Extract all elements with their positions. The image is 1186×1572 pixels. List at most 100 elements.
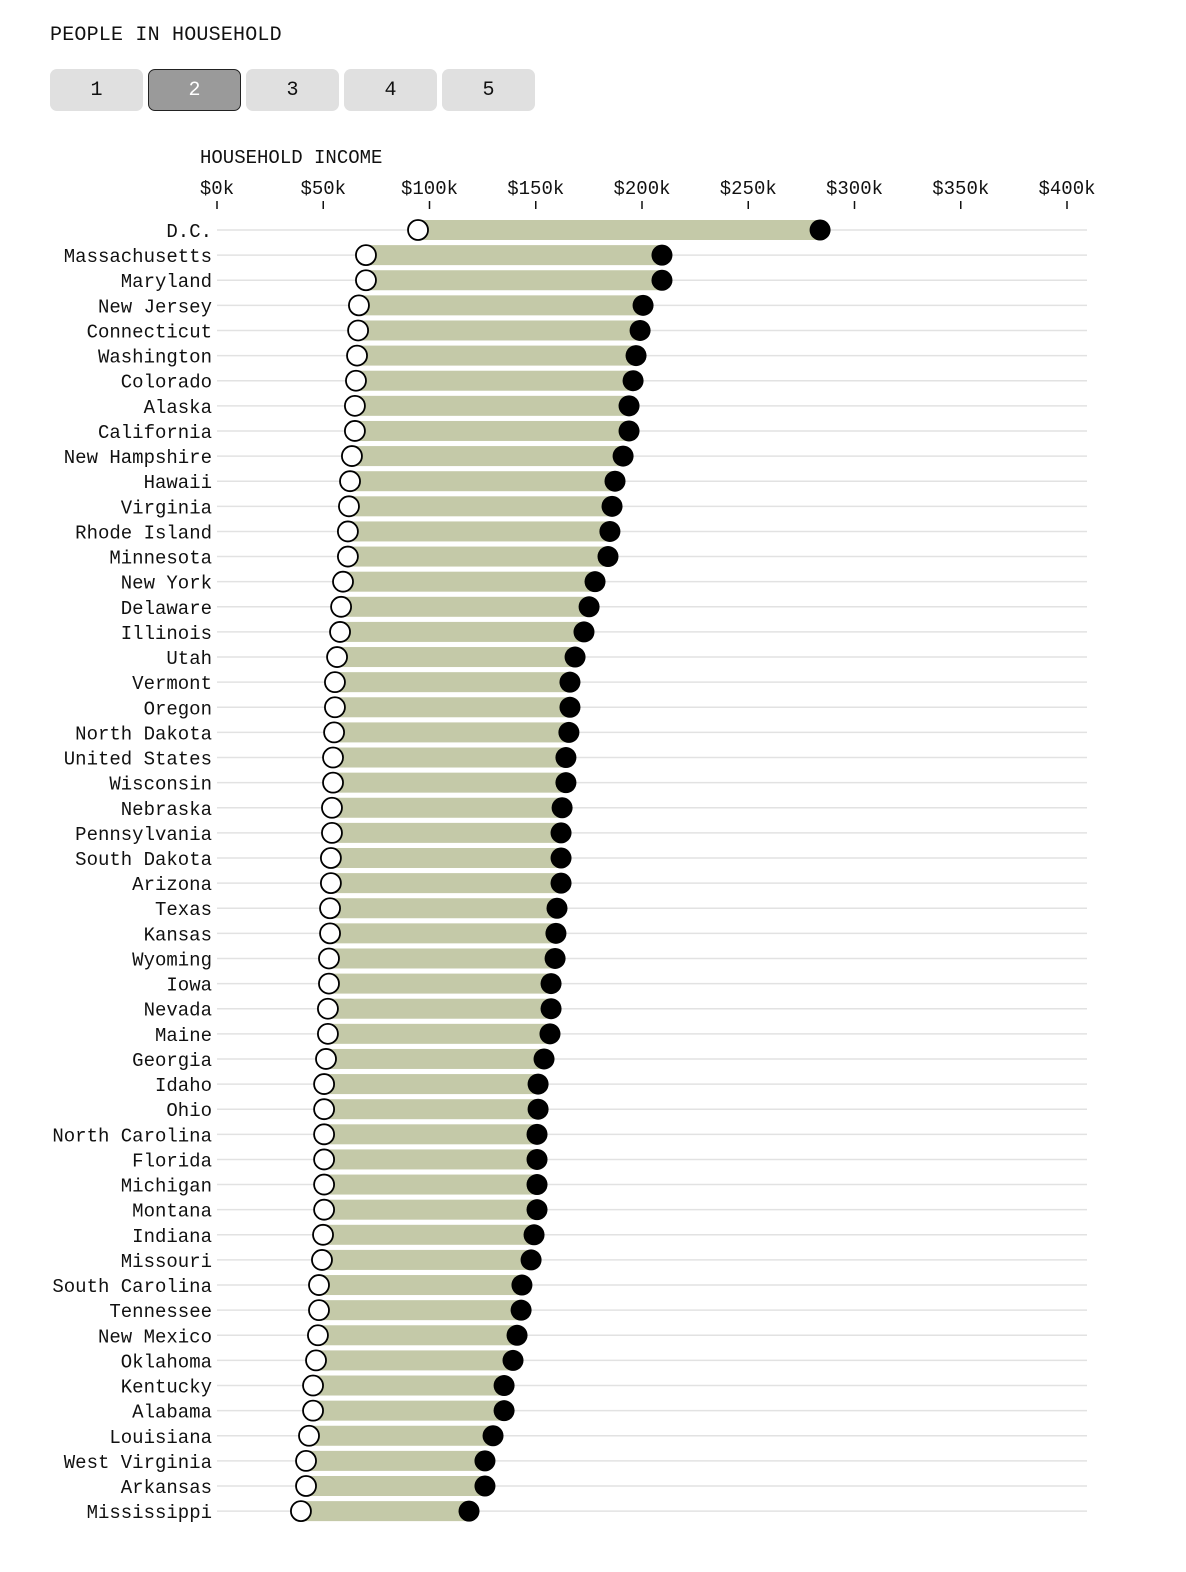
low-marker — [355, 244, 377, 267]
range-bar — [347, 521, 610, 542]
high-marker — [482, 1425, 504, 1447]
range-bar — [341, 596, 590, 617]
high-marker — [559, 696, 581, 718]
row-label: Alaska — [144, 397, 212, 419]
high-marker — [546, 897, 568, 919]
low-marker — [355, 269, 377, 292]
low-marker — [319, 922, 341, 945]
range-bar — [334, 697, 570, 718]
row-label: Nevada — [144, 1000, 212, 1022]
x-tick-label: $300k — [826, 178, 883, 200]
low-marker — [322, 746, 344, 769]
range-bar — [319, 1275, 522, 1296]
high-marker — [622, 370, 644, 392]
x-tick-label: $0k — [200, 178, 234, 200]
tab-1[interactable]: 1 — [50, 69, 143, 111]
low-marker — [321, 796, 343, 819]
row-label: Minnesota — [109, 548, 212, 570]
range-bar — [331, 822, 562, 843]
row-label: Washington — [98, 347, 212, 369]
row-label: West Virginia — [64, 1452, 212, 1474]
range-bar — [355, 370, 634, 391]
range-bar — [327, 1023, 550, 1044]
low-marker — [347, 319, 370, 342]
low-marker — [313, 1073, 336, 1095]
high-marker — [527, 1073, 549, 1095]
low-marker — [295, 1475, 317, 1497]
high-marker — [604, 470, 626, 492]
range-bar — [330, 848, 562, 868]
row-label: Maryland — [121, 271, 212, 293]
low-marker — [332, 570, 354, 593]
high-marker — [511, 1274, 533, 1296]
range-bar — [313, 1375, 505, 1396]
row-label: Tennessee — [109, 1301, 212, 1323]
range-bar — [300, 1501, 470, 1522]
household-size-tabs: 1 2 3 4 5 — [50, 69, 535, 111]
low-marker — [319, 872, 342, 895]
low-marker — [313, 1098, 336, 1121]
low-marker — [298, 1424, 320, 1447]
low-marker — [318, 947, 340, 970]
row-label: California — [98, 422, 212, 444]
high-marker — [527, 1098, 549, 1120]
range-bar — [317, 1325, 518, 1346]
low-marker — [319, 847, 342, 869]
row-label: Wyoming — [132, 949, 212, 971]
low-marker — [338, 495, 360, 518]
high-marker — [612, 445, 634, 467]
range-bar — [326, 1048, 545, 1069]
high-marker — [474, 1450, 496, 1472]
row-label: Kansas — [144, 924, 212, 946]
high-marker — [458, 1500, 480, 1522]
low-marker — [312, 1223, 334, 1246]
high-marker — [573, 621, 595, 643]
row-label: New Hampshire — [64, 447, 212, 469]
tab-5[interactable]: 5 — [442, 69, 535, 111]
tab-4[interactable]: 4 — [344, 69, 437, 111]
range-bar — [343, 571, 596, 592]
range-bar — [334, 672, 570, 693]
range-bar — [350, 471, 616, 492]
range-bar — [418, 220, 821, 240]
tab-3[interactable]: 3 — [246, 69, 339, 111]
range-bar — [319, 1300, 522, 1321]
x-tick-label: $350k — [932, 178, 989, 200]
chart-title: HOUSEHOLD INCOME — [200, 147, 382, 169]
range-bar — [324, 1074, 539, 1095]
low-marker — [324, 696, 346, 719]
high-marker — [526, 1123, 548, 1145]
low-marker — [315, 1048, 337, 1070]
range-bar — [337, 647, 576, 668]
high-marker — [523, 1224, 545, 1246]
low-marker — [317, 997, 339, 1020]
low-marker — [313, 1173, 336, 1196]
row-label: Colorado — [121, 372, 212, 394]
range-bar — [313, 1400, 505, 1421]
row-label: Indiana — [132, 1226, 212, 1248]
range-bar — [328, 948, 556, 969]
row-label: Iowa — [166, 975, 212, 997]
low-marker — [348, 294, 370, 317]
low-marker — [308, 1274, 330, 1296]
row-label: North Dakota — [75, 723, 212, 745]
range-bar — [354, 395, 630, 416]
high-marker — [502, 1349, 524, 1371]
high-marker — [584, 571, 606, 593]
high-marker — [540, 998, 562, 1020]
low-marker — [302, 1399, 324, 1422]
high-marker — [651, 269, 673, 291]
low-marker — [346, 344, 368, 367]
low-marker — [308, 1299, 330, 1322]
high-marker — [558, 721, 580, 743]
x-tick-label: $100k — [401, 178, 458, 200]
tab-2[interactable]: 2 — [148, 69, 241, 111]
low-marker — [311, 1249, 333, 1271]
x-tick-label: $250k — [720, 178, 777, 200]
high-marker — [551, 797, 573, 819]
low-marker — [305, 1349, 327, 1372]
row-label: Florida — [132, 1150, 212, 1172]
low-marker — [290, 1500, 312, 1523]
high-marker — [493, 1400, 515, 1422]
